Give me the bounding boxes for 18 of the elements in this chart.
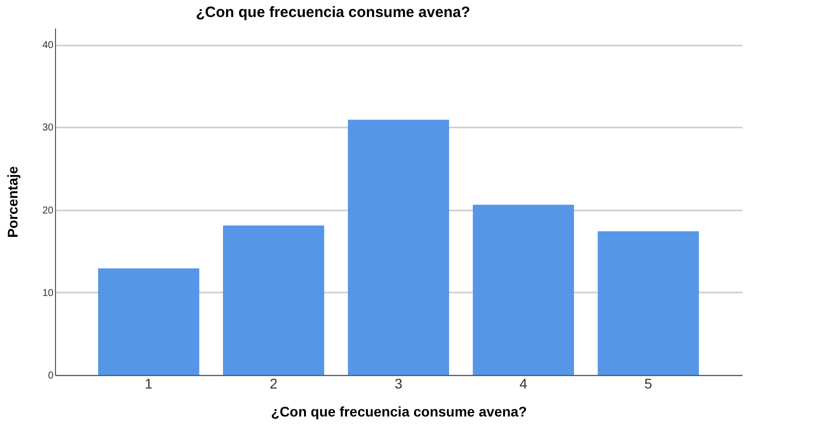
chart-title: ¿Con que frecuencia consume avena? xyxy=(196,4,470,21)
bar xyxy=(472,204,574,375)
y-tick-label: 40 xyxy=(42,40,54,52)
y-tick-label: 30 xyxy=(42,122,54,134)
y-tick-label: 10 xyxy=(42,288,54,299)
x-tick-label: 4 xyxy=(520,376,528,392)
x-axis-title: ¿Con que frecuencia consume avena? xyxy=(271,404,527,420)
y-tick-label: 0 xyxy=(48,370,54,382)
x-tick-label: 3 xyxy=(394,376,403,392)
y-axis-title: Porcentaje xyxy=(4,166,20,238)
x-tick-label: 1 xyxy=(144,376,153,392)
bar xyxy=(348,120,450,375)
x-tick-label: 2 xyxy=(270,376,278,392)
x-tick-label: 5 xyxy=(644,376,652,392)
bar xyxy=(223,225,324,375)
bar xyxy=(98,268,200,375)
y-tick-label: 20 xyxy=(42,205,54,216)
bar xyxy=(598,231,699,375)
